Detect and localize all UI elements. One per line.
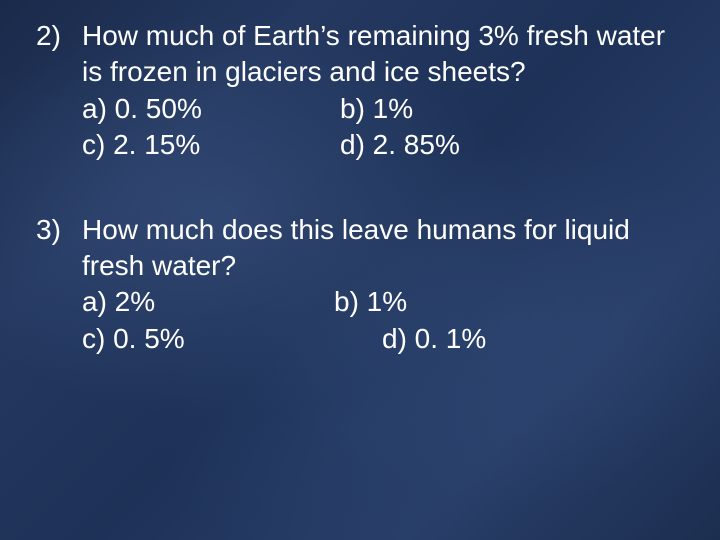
option-d: d) 2. 85%: [340, 127, 540, 163]
question-options: a) 2% b) 1% c) 0. 5% d) 0. 1%: [82, 284, 690, 357]
question-text: How much of Earth’s remaining 3% fresh w…: [82, 18, 690, 91]
option-b: b) 1%: [334, 284, 534, 320]
option-c: c) 0. 5%: [82, 321, 382, 357]
question-2: 2) How much of Earth’s remaining 3% fres…: [36, 18, 690, 164]
question-number: 2): [36, 18, 82, 164]
option-b: b) 1%: [340, 91, 540, 127]
slide-content: 2) How much of Earth’s remaining 3% fres…: [0, 0, 720, 540]
question-options: a) 0. 50% b) 1% c) 2. 15% d) 2. 85%: [82, 91, 690, 164]
option-a: a) 0. 50%: [82, 91, 340, 127]
question-3: 3) How much does this leave humans for l…: [36, 212, 690, 358]
option-c: c) 2. 15%: [82, 127, 340, 163]
option-d: d) 0. 1%: [382, 321, 542, 357]
option-a: a) 2%: [82, 284, 334, 320]
question-text: How much does this leave humans for liqu…: [82, 212, 690, 285]
question-number: 3): [36, 212, 82, 358]
